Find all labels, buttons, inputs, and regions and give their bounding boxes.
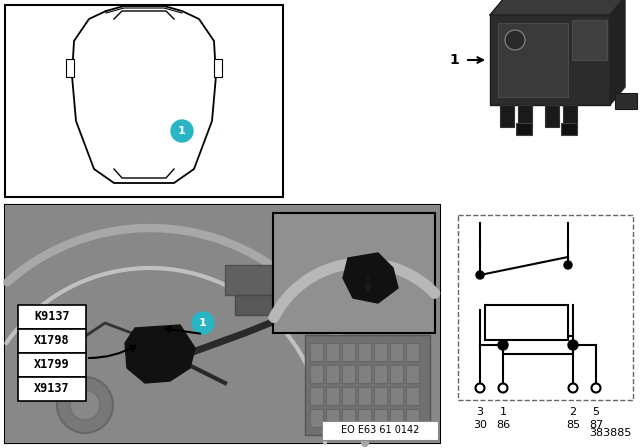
Bar	[5, 5, 283, 197]
Text: 383885: 383885	[589, 428, 632, 438]
Bar	[615, 93, 637, 109]
Bar	[518, 105, 532, 127]
Bar	[561, 123, 577, 135]
Bar	[326, 343, 339, 361]
Bar	[18, 329, 86, 353]
Bar	[358, 365, 371, 383]
Bar	[273, 213, 435, 333]
Bar	[225, 265, 305, 295]
Bar	[5, 205, 440, 443]
Bar	[406, 365, 419, 383]
Bar	[485, 305, 568, 340]
Bar	[66, 59, 74, 77]
Bar	[322, 421, 438, 440]
Bar	[310, 409, 323, 427]
Bar	[305, 335, 430, 435]
Text: X1799: X1799	[34, 358, 70, 371]
Bar	[326, 409, 339, 427]
Bar	[374, 343, 387, 361]
Bar	[390, 387, 403, 405]
Text: 3: 3	[477, 407, 483, 417]
Circle shape	[57, 377, 113, 433]
Bar	[358, 409, 371, 427]
Circle shape	[499, 383, 508, 392]
Circle shape	[476, 383, 484, 392]
Circle shape	[591, 383, 600, 392]
Bar	[18, 305, 86, 329]
Text: 86: 86	[496, 420, 510, 430]
Bar	[406, 387, 419, 405]
Text: EO E63 61 0142: EO E63 61 0142	[341, 425, 419, 435]
Bar	[342, 343, 355, 361]
Text: K9137: K9137	[34, 310, 70, 323]
Text: X1798: X1798	[34, 335, 70, 348]
Text: 2: 2	[570, 407, 577, 417]
Bar	[374, 409, 387, 427]
Bar	[358, 343, 371, 361]
Polygon shape	[610, 0, 625, 105]
Text: 5: 5	[593, 407, 600, 417]
Circle shape	[476, 271, 484, 279]
Bar	[458, 215, 633, 400]
Bar	[342, 387, 355, 405]
Bar	[326, 387, 339, 405]
Polygon shape	[343, 253, 398, 303]
Circle shape	[505, 30, 525, 50]
Bar	[498, 23, 568, 97]
Bar	[18, 377, 86, 401]
Bar	[235, 295, 295, 315]
Bar	[342, 409, 355, 427]
Bar	[516, 123, 532, 135]
Bar	[390, 409, 403, 427]
Bar	[503, 336, 573, 354]
Bar	[390, 365, 403, 383]
Bar	[214, 59, 222, 77]
Bar	[500, 105, 514, 127]
Bar	[563, 105, 577, 127]
Text: 85: 85	[566, 420, 580, 430]
Circle shape	[70, 390, 100, 420]
Text: 1: 1	[199, 318, 207, 328]
Bar	[310, 365, 323, 383]
Circle shape	[568, 340, 578, 350]
Bar	[545, 105, 559, 127]
Bar	[5, 205, 440, 443]
Circle shape	[568, 383, 577, 392]
Bar	[310, 343, 323, 361]
Text: 30: 30	[473, 420, 487, 430]
Circle shape	[498, 340, 508, 350]
Bar	[406, 343, 419, 361]
Circle shape	[564, 261, 572, 269]
Polygon shape	[490, 0, 625, 15]
Bar	[310, 387, 323, 405]
Text: 1: 1	[449, 53, 459, 67]
Bar	[342, 365, 355, 383]
Text: X9137: X9137	[34, 383, 70, 396]
Bar	[572, 20, 607, 60]
Bar	[18, 353, 86, 377]
Bar	[374, 365, 387, 383]
Bar	[358, 387, 371, 405]
Bar	[390, 343, 403, 361]
Text: 1: 1	[499, 407, 506, 417]
Polygon shape	[125, 325, 195, 383]
Circle shape	[171, 120, 193, 142]
Bar	[374, 387, 387, 405]
Bar	[490, 15, 610, 105]
Bar	[326, 365, 339, 383]
Text: 87: 87	[589, 420, 603, 430]
Text: 1: 1	[178, 126, 186, 136]
Circle shape	[192, 312, 214, 334]
Bar	[406, 409, 419, 427]
